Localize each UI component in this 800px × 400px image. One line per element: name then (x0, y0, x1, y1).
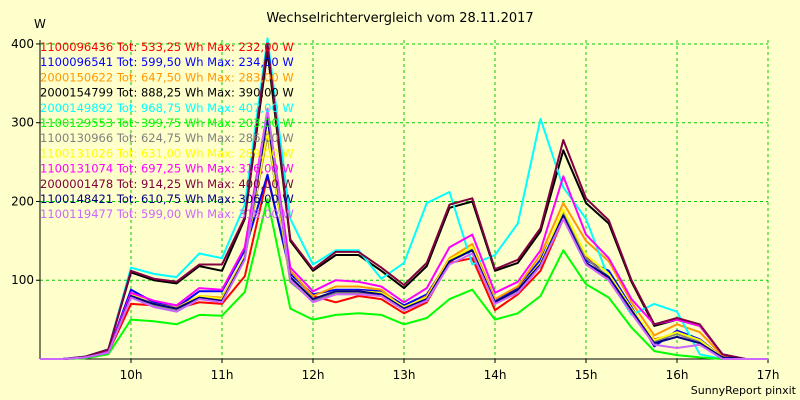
legend-item: 1100131074 Tot: 697,25 Wh Max: 316,00 W (40, 162, 294, 176)
y-tick-label: 100 (11, 273, 34, 287)
axes: 100 200 300 400 10h 11h 12h 13h 14h 15h 16h 17h (11, 37, 779, 382)
series-line-6 (40, 198, 768, 360)
y-tick-label: 200 (11, 194, 34, 208)
chart-title: Wechselrichtervergleich vom 28.11.2017 (266, 11, 533, 26)
series-line-11 (40, 117, 768, 360)
legend-item: 2000154799 Tot: 888,25 Wh Max: 390,00 W (40, 86, 294, 100)
legend-item: 2000149892 Tot: 968,75 Wh Max: 407,00 W (40, 101, 294, 115)
series-line-12 (40, 107, 768, 360)
legend-item: 1100119477 Tot: 599,00 Wh Max: 318,00 W (40, 207, 294, 221)
x-tick-label: 15h (575, 368, 598, 382)
x-tick-label: 13h (393, 368, 416, 382)
legend-item: 1100096541 Tot: 599,50 Wh Max: 234,00 W (40, 55, 294, 69)
legend-item: 1100131026 Tot: 631,00 Wh Max: 289,00 W (40, 146, 294, 160)
legend-item: 2000001478 Tot: 914,25 Wh Max: 400,00 W (40, 177, 294, 191)
footer-credit: SunnyReport pinxit (691, 384, 797, 397)
y-tick-label: 400 (11, 37, 34, 51)
x-tick-label: 11h (211, 368, 234, 382)
x-tick-label: 10h (120, 368, 143, 382)
legend-item: 1100129553 Tot: 399,75 Wh Max: 203,00 W (40, 116, 294, 130)
x-tick-label: 12h (302, 368, 325, 382)
legend: 1100096436 Tot: 533,25 Wh Max: 232,00 W1… (40, 40, 294, 221)
legend-item: 2000150622 Tot: 647,50 Wh Max: 283,00 W (40, 70, 294, 84)
legend-item: 1100096436 Tot: 533,25 Wh Max: 232,00 W (40, 40, 294, 54)
x-tick-label: 17h (757, 368, 780, 382)
x-tick-label: 14h (484, 368, 507, 382)
legend-item: 1100130966 Tot: 624,75 Wh Max: 286,00 W (40, 131, 294, 145)
series-line-9 (40, 109, 768, 360)
y-tick-label: 300 (11, 116, 34, 130)
series-layer (40, 37, 768, 360)
y-axis-unit-label: W (34, 17, 46, 31)
series-line-10 (40, 42, 768, 360)
legend-item: 1100148421 Tot: 610,75 Wh Max: 306,00 W (40, 192, 294, 206)
x-tick-label: 16h (666, 368, 689, 382)
